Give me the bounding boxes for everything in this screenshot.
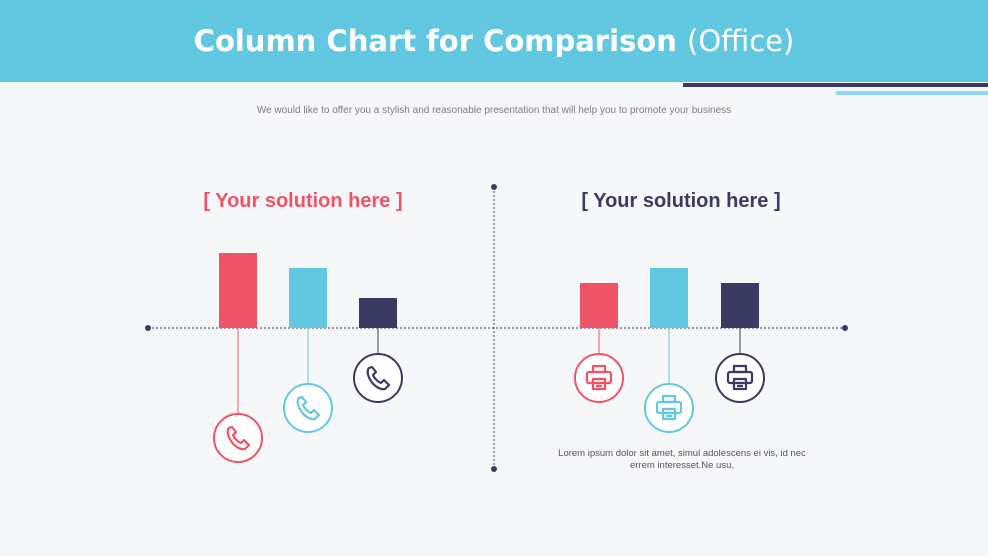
panel-2-printer-icon-1 (585, 364, 613, 391)
panel-title-left: [ Your solution here ] (203, 190, 403, 212)
panel-2-printer-icon-2 (655, 394, 683, 421)
accent-bar-light (836, 91, 988, 95)
panel-2-bar-3 (721, 283, 759, 328)
panel-2-printer-icon-3-paper-out (732, 377, 748, 391)
page-title-main: Column Chart for Comparison (193, 24, 677, 58)
page-title-suffix: (Office) (687, 24, 795, 58)
header-banner: Column Chart for Comparison (Office) (0, 0, 988, 82)
divider-top-dot (491, 184, 497, 190)
page-title: Column Chart for Comparison (Office) (194, 24, 795, 58)
accent-bar-dark (683, 83, 988, 87)
subtitle: We would like to offer you a stylish and… (256, 105, 732, 116)
panel-2-printer-icon-3 (726, 364, 754, 391)
panel-2-bar-1 (580, 283, 618, 328)
panel-2-printer-icon-1-paper-out (591, 377, 607, 391)
panel-1-phone-icon-2 (296, 395, 321, 421)
panel-1-icon-circle-3 (353, 353, 403, 403)
panel-1-bar-2 (289, 268, 327, 328)
panel-1-bar-1 (219, 253, 257, 328)
panel-2-printer-icon-2-paper-out (661, 407, 677, 421)
panel-1-bar-3 (359, 298, 397, 328)
panel-1-icon-circle-2 (283, 383, 333, 433)
panel-1-phone-icon-3 (366, 365, 391, 391)
divider-bottom-dot (491, 466, 497, 472)
panel-2-bar-2 (650, 268, 688, 328)
panel-1-icon-circle-1 (213, 413, 263, 463)
panel-title-right: [ Your solution here ] (581, 190, 781, 212)
description-note: Lorem ipsum dolor sit amet, simul adoles… (558, 448, 806, 471)
baseline-start-dot (145, 325, 151, 331)
baseline-end-dot (842, 325, 848, 331)
panel-1-phone-icon-1 (226, 425, 251, 451)
chart-marks (213, 253, 765, 463)
